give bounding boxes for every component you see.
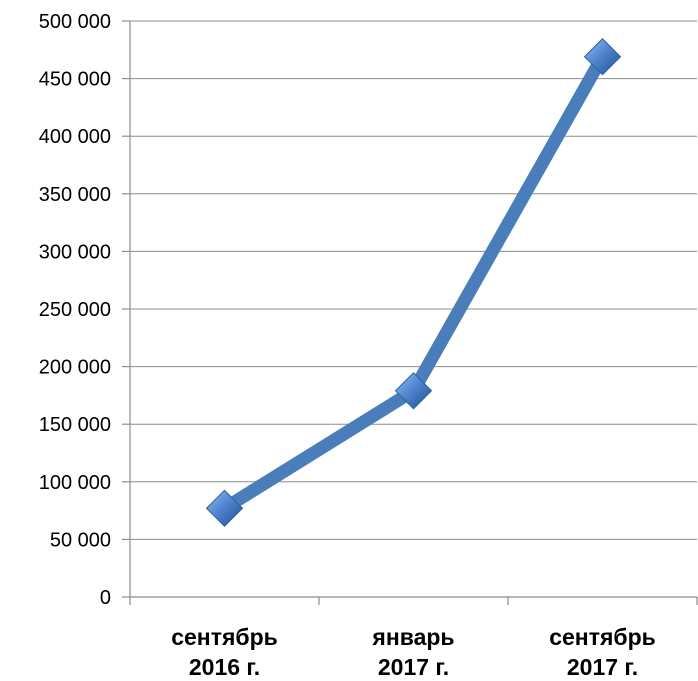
- axes: [122, 20, 698, 605]
- y-tick-label: 350 000: [39, 184, 111, 206]
- x-tick-label: сентябрь 2016 г.: [171, 624, 278, 680]
- x-tick-label-line: 2017 г.: [378, 654, 449, 680]
- x-tick-label-line: январь: [371, 624, 454, 650]
- x-axis-tick-labels: сентябрь 2016 г. январь 2017 г. сентябрь 2017…: [171, 624, 656, 680]
- series-layer: [205, 38, 622, 528]
- y-tick-label: 0: [100, 587, 111, 609]
- y-tick-label: 100 000: [39, 472, 111, 494]
- y-tick-label: 50 000: [50, 529, 111, 551]
- data-point-marker: [583, 38, 622, 76]
- x-tick-label-line: сентябрь: [171, 624, 278, 650]
- y-tick-label: 250 000: [39, 299, 111, 321]
- y-tick-label: 150 000: [39, 414, 111, 436]
- x-tick-label: январь 2017 г.: [371, 624, 454, 680]
- x-tick-label: сентябрь 2017 г.: [549, 624, 656, 680]
- x-tick-label-line: сентябрь: [549, 624, 656, 650]
- data-point-marker: [205, 489, 244, 528]
- y-tick-label: 500 000: [39, 11, 111, 33]
- x-tick-label-line: 2016 г.: [189, 654, 260, 680]
- gridlines: [130, 20, 697, 540]
- y-tick-label: 200 000: [39, 357, 111, 379]
- series-line: [218, 50, 609, 515]
- x-tick-label-line: 2017 г.: [567, 654, 638, 680]
- data-point-marker: [394, 372, 433, 410]
- y-tick-label: 300 000: [39, 241, 111, 263]
- y-axis-tick-labels: 0 50 000 100 000 150 000 200 000 250 000 300 0…: [39, 11, 111, 609]
- y-tick-label: 450 000: [39, 69, 111, 91]
- y-tick-label: 400 000: [39, 126, 111, 148]
